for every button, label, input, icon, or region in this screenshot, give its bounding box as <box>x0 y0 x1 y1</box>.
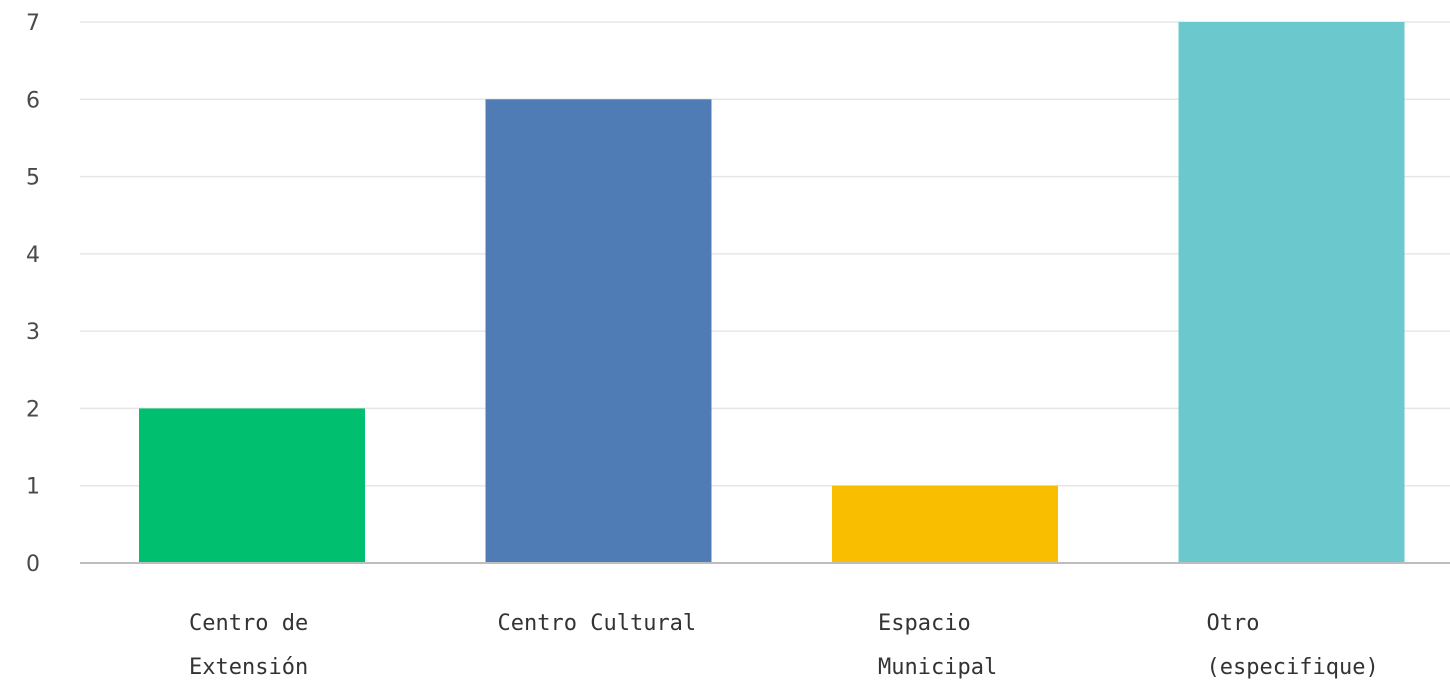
bars <box>139 22 1405 564</box>
bar-3 <box>1178 22 1405 563</box>
x-category-label-line: (especifique) <box>1207 655 1379 680</box>
x-category-label-line: Espacio <box>878 611 971 636</box>
x-category-label: Otro (especifique) <box>1207 611 1379 680</box>
y-tick-label: 3 <box>26 320 40 345</box>
x-category-label: Centro Cultural <box>498 611 697 636</box>
x-category-label-line: Centro Cultural <box>498 611 697 636</box>
x-axis-labels: Centro de Extensión Centro Cultural Espacio… <box>189 611 1379 680</box>
bar-1 <box>485 99 712 564</box>
x-category-label-line: Otro <box>1207 611 1260 636</box>
y-tick-label: 1 <box>26 475 40 500</box>
x-category-label: Espacio Municipal <box>878 611 997 680</box>
y-tick-label: 2 <box>26 397 40 422</box>
y-tick-label: 0 <box>26 552 40 577</box>
x-category-label-line: Centro de <box>189 611 308 636</box>
x-category-label-line: Extensión <box>189 655 308 680</box>
bar-0 <box>139 408 365 563</box>
y-axis-ticks: 0 1 2 3 4 5 6 7 <box>26 11 40 577</box>
bar-2 <box>832 485 1058 563</box>
y-tick-label: 6 <box>26 88 40 113</box>
y-tick-label: 4 <box>26 243 40 268</box>
y-tick-label: 5 <box>26 166 40 191</box>
x-category-label-line: Municipal <box>878 655 997 680</box>
y-tick-label: 7 <box>26 11 40 36</box>
x-category-label: Centro de Extensión <box>189 611 308 680</box>
